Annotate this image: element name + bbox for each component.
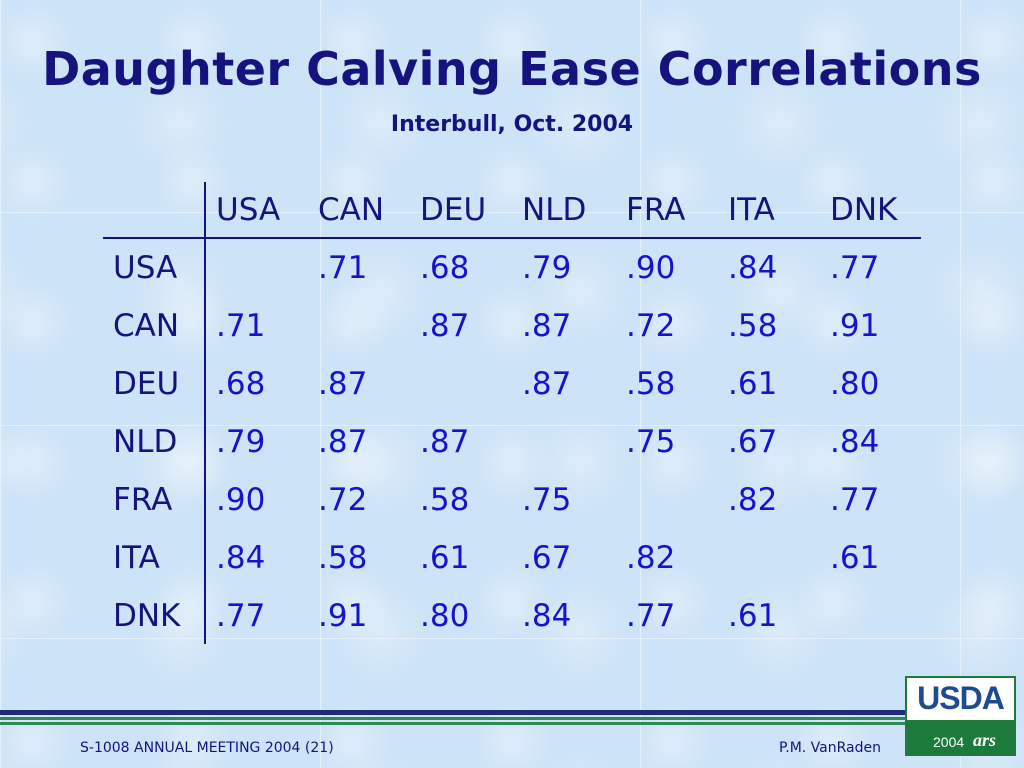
- footer-stripe-green-2: [0, 722, 905, 725]
- correlation-cell: .58: [728, 308, 778, 344]
- column-header-usa: USA: [216, 192, 281, 228]
- usda-logo-year: 2004: [933, 734, 965, 750]
- correlation-cell: .72: [626, 308, 676, 344]
- correlation-cell: .68: [420, 250, 470, 286]
- correlation-cell: .87: [522, 366, 572, 402]
- footer-stripe-green-1: [0, 717, 905, 720]
- correlation-cell: .84: [216, 540, 266, 576]
- correlation-cell: .61: [830, 540, 880, 576]
- footer-meeting: S-1008 ANNUAL MEETING 2004 (21): [80, 740, 334, 756]
- correlation-cell: .79: [216, 424, 266, 460]
- correlation-cell: .58: [318, 540, 368, 576]
- column-header-nld: NLD: [522, 192, 587, 228]
- row-header-dnk: DNK: [113, 598, 181, 634]
- row-header-fra: FRA: [113, 482, 173, 518]
- correlation-cell: .71: [318, 250, 368, 286]
- column-header-dnk: DNK: [830, 192, 898, 228]
- correlation-cell: .77: [626, 598, 676, 634]
- correlation-cell: .91: [318, 598, 368, 634]
- usda-logo-ars-mark: ars: [973, 730, 997, 750]
- correlation-cell: .61: [728, 366, 778, 402]
- correlation-cell: .84: [830, 424, 880, 460]
- row-header-can: CAN: [113, 308, 180, 344]
- row-header-deu: DEU: [113, 366, 180, 402]
- column-header-ita: ITA: [728, 192, 775, 228]
- correlation-cell: .58: [626, 366, 676, 402]
- row-header-ita: ITA: [113, 540, 160, 576]
- column-header-fra: FRA: [626, 192, 686, 228]
- correlation-cell: .90: [626, 250, 676, 286]
- correlation-cell: .87: [420, 308, 470, 344]
- correlation-cell: .87: [318, 424, 368, 460]
- correlation-cell: .67: [522, 540, 572, 576]
- correlation-cell: .77: [830, 482, 880, 518]
- slide-subtitle: Interbull, Oct. 2004: [390, 112, 634, 137]
- row-header-nld: NLD: [113, 424, 178, 460]
- correlation-cell: .68: [216, 366, 266, 402]
- correlation-cell: .80: [830, 366, 880, 402]
- correlation-cell: .79: [522, 250, 572, 286]
- footer-stripe-blue: [0, 710, 905, 715]
- correlation-cell: .75: [626, 424, 676, 460]
- usda-logo-band: [907, 720, 1014, 754]
- usda-logo-text: USDA: [917, 680, 1005, 716]
- correlation-cell: .72: [318, 482, 368, 518]
- correlation-cell: .87: [318, 366, 368, 402]
- correlation-cell: .87: [420, 424, 470, 460]
- footer-author: P.M. VanRaden: [778, 740, 881, 756]
- correlation-cell: .67: [728, 424, 778, 460]
- slide-title: Daughter Calving Ease Correlations: [42, 42, 982, 96]
- usda-logo: USDA 2004 ars: [905, 676, 1016, 756]
- correlation-cell: .75: [522, 482, 572, 518]
- correlation-cell: .77: [830, 250, 880, 286]
- correlation-cell: .77: [216, 598, 266, 634]
- correlation-cell: .87: [522, 308, 572, 344]
- table-header-divider: [103, 237, 921, 239]
- correlation-cell: .82: [626, 540, 676, 576]
- correlation-cell: .58: [420, 482, 470, 518]
- correlation-cell: .91: [830, 308, 880, 344]
- correlation-cell: .82: [728, 482, 778, 518]
- table-vertical-divider: [204, 182, 206, 644]
- correlation-cell: .61: [420, 540, 470, 576]
- correlation-cell: .84: [522, 598, 572, 634]
- correlation-cell: .90: [216, 482, 266, 518]
- row-header-usa: USA: [113, 250, 178, 286]
- correlation-cell: .71: [216, 308, 266, 344]
- correlation-cell: .80: [420, 598, 470, 634]
- correlation-cell: .61: [728, 598, 778, 634]
- column-header-deu: DEU: [420, 192, 487, 228]
- correlation-cell: .84: [728, 250, 778, 286]
- column-header-can: CAN: [318, 192, 385, 228]
